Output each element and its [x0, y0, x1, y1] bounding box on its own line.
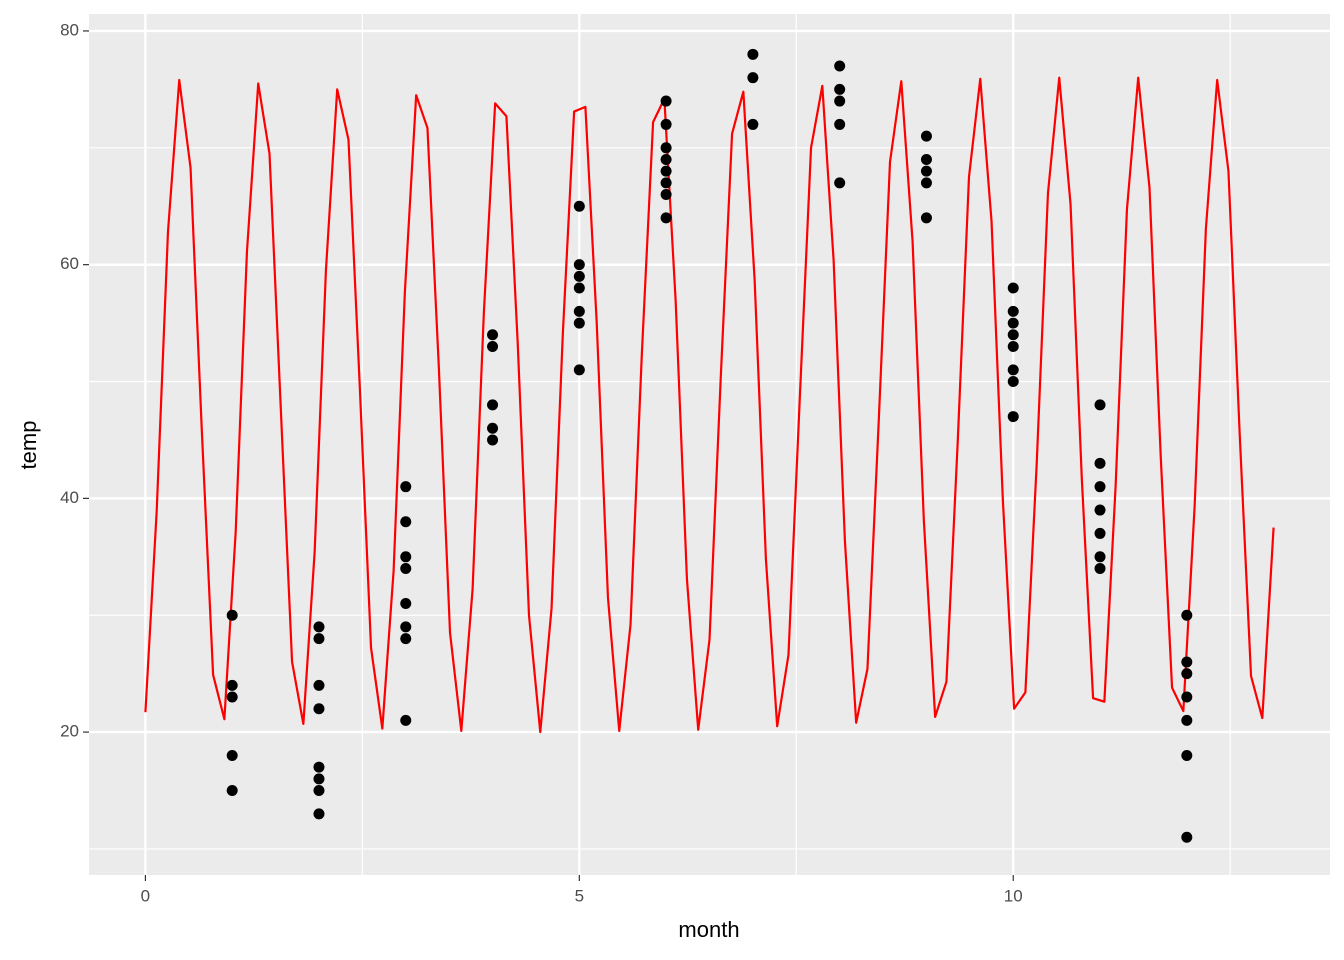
point [400, 714, 412, 726]
point [400, 633, 412, 645]
point [1094, 457, 1106, 469]
x-axis-title: month [678, 917, 739, 942]
point [1007, 411, 1019, 423]
x-tick-label: 10 [1004, 886, 1023, 905]
point [400, 481, 412, 493]
point [573, 317, 585, 329]
line [144, 76, 1275, 734]
point [660, 153, 672, 165]
point [400, 621, 412, 633]
point [400, 551, 412, 563]
point [313, 785, 325, 797]
point [1007, 376, 1019, 388]
point [920, 165, 932, 177]
point [1094, 562, 1106, 574]
point [313, 703, 325, 715]
point [313, 679, 325, 691]
point [1094, 504, 1106, 516]
point [920, 153, 932, 165]
point [226, 609, 238, 621]
point [660, 177, 672, 189]
x-tick-label: 5 [575, 886, 584, 905]
point [920, 130, 932, 142]
point [834, 83, 846, 95]
point [1094, 551, 1106, 563]
point [226, 785, 238, 797]
point [313, 773, 325, 785]
point [400, 562, 412, 574]
point [313, 761, 325, 773]
point [226, 691, 238, 703]
point [1007, 282, 1019, 294]
point [747, 48, 759, 60]
point [1007, 364, 1019, 376]
point [400, 598, 412, 610]
point [747, 72, 759, 84]
point [1181, 691, 1193, 703]
point [226, 749, 238, 761]
point [487, 329, 499, 341]
point [573, 259, 585, 271]
point [1007, 317, 1019, 329]
point [1181, 714, 1193, 726]
point [1007, 305, 1019, 317]
point [660, 118, 672, 130]
point [487, 340, 499, 352]
y-tick-label: 60 [60, 254, 79, 273]
x-tick-label: 0 [141, 886, 150, 905]
point [660, 189, 672, 201]
point [313, 633, 325, 645]
point [660, 142, 672, 154]
point [920, 212, 932, 224]
point [1181, 668, 1193, 680]
point [573, 364, 585, 376]
point [660, 165, 672, 177]
point [1181, 609, 1193, 621]
point [1007, 329, 1019, 341]
point [834, 60, 846, 72]
point [1007, 340, 1019, 352]
point [747, 118, 759, 130]
point [573, 270, 585, 282]
point [400, 516, 412, 528]
y-axis-title: temp [16, 421, 41, 470]
point [313, 808, 325, 820]
point [660, 212, 672, 224]
point [834, 177, 846, 189]
point [573, 282, 585, 294]
point [660, 95, 672, 107]
point [487, 422, 499, 434]
y-tick-label: 80 [60, 20, 79, 39]
point [1181, 656, 1193, 668]
y-tick-label: 20 [60, 722, 79, 741]
point [573, 305, 585, 317]
point [920, 177, 932, 189]
point [487, 399, 499, 411]
point [313, 621, 325, 633]
point [1181, 831, 1193, 843]
point [834, 95, 846, 107]
point [573, 200, 585, 212]
point [226, 679, 238, 691]
point [834, 118, 846, 130]
point [1094, 527, 1106, 539]
point [1094, 481, 1106, 493]
point [1094, 399, 1106, 411]
point [487, 434, 499, 446]
point [1181, 749, 1193, 761]
y-tick-label: 40 [60, 488, 79, 507]
